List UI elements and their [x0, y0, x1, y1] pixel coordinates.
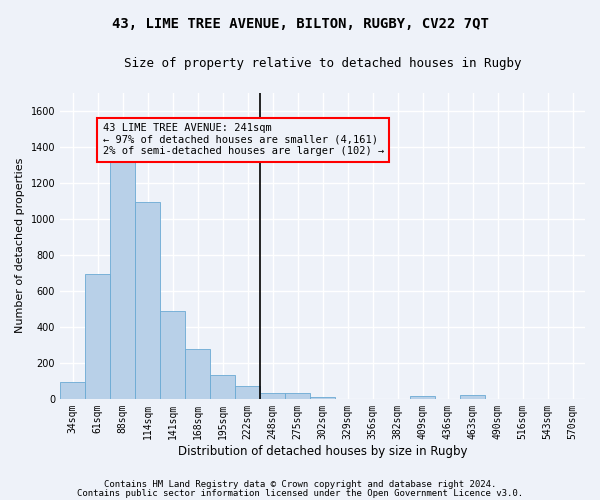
Bar [185, 350, 210, 399]
Bar [285, 394, 310, 399]
Y-axis label: Number of detached properties: Number of detached properties [15, 158, 25, 334]
Text: Contains public sector information licensed under the Open Government Licence v3: Contains public sector information licen… [77, 489, 523, 498]
Bar [160, 310, 185, 399]
Text: 43 LIME TREE AVENUE: 241sqm
← 97% of detached houses are smaller (4,161)
2% of s: 43 LIME TREE AVENUE: 241sqm ← 97% of det… [103, 123, 384, 156]
Text: 43, LIME TREE AVENUE, BILTON, RUGBY, CV22 7QT: 43, LIME TREE AVENUE, BILTON, RUGBY, CV2… [112, 18, 488, 32]
Text: Contains HM Land Registry data © Crown copyright and database right 2024.: Contains HM Land Registry data © Crown c… [104, 480, 496, 489]
Bar [310, 397, 335, 399]
Bar [410, 396, 435, 399]
Bar [260, 394, 285, 399]
Bar [210, 374, 235, 399]
Bar [235, 386, 260, 399]
Bar [110, 159, 135, 399]
Bar [460, 395, 485, 399]
Title: Size of property relative to detached houses in Rugby: Size of property relative to detached ho… [124, 58, 521, 70]
Bar [85, 274, 110, 399]
Bar [135, 202, 160, 399]
X-axis label: Distribution of detached houses by size in Rugby: Distribution of detached houses by size … [178, 444, 467, 458]
Bar [60, 382, 85, 399]
